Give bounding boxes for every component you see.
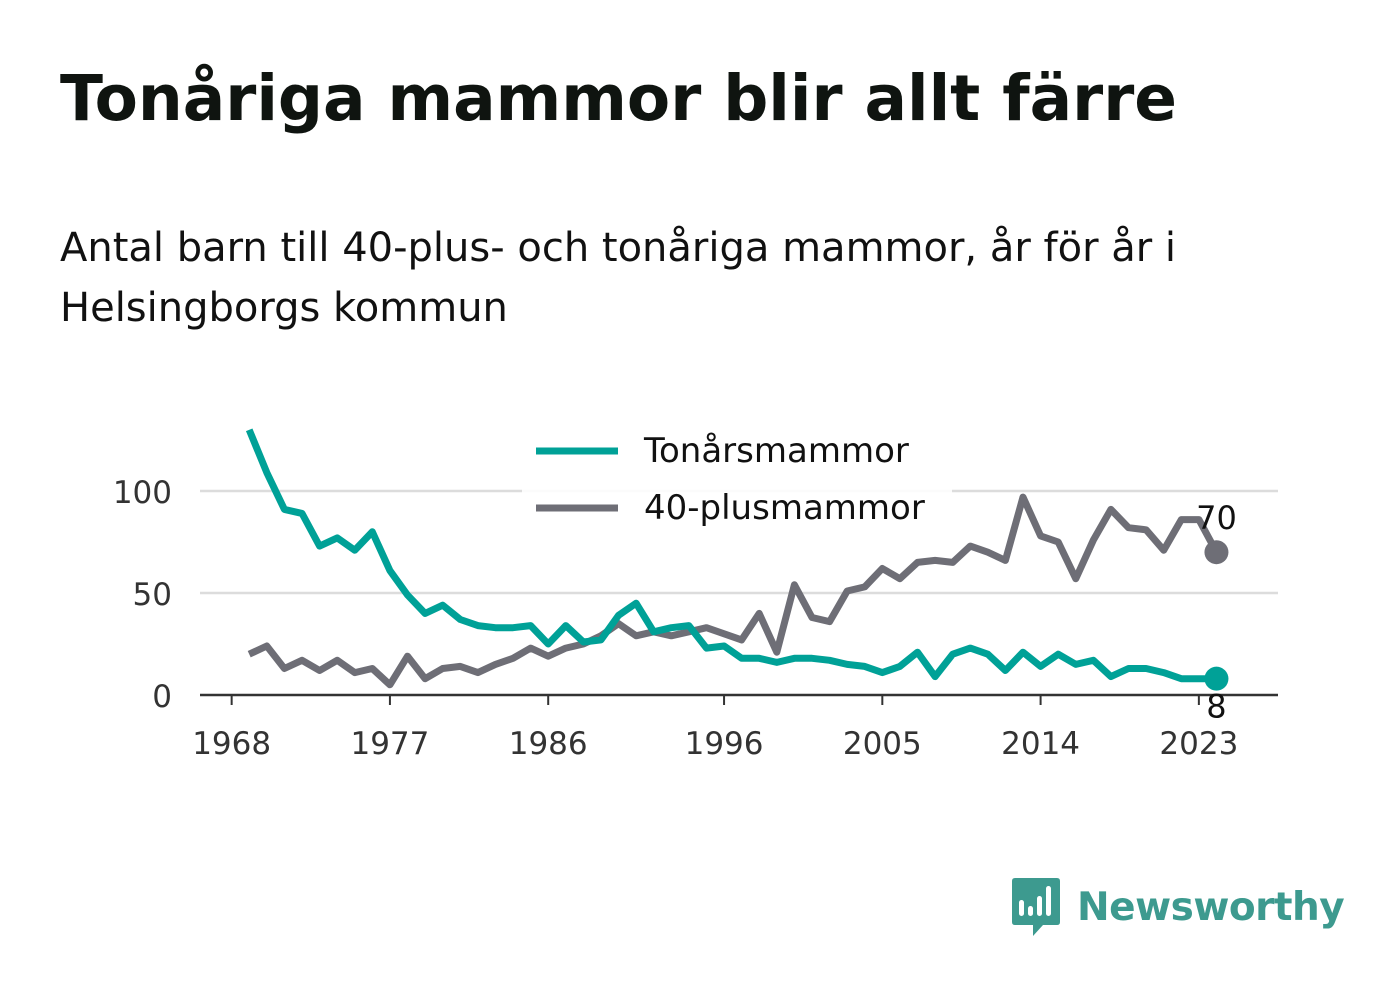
y-tick-label: 50: [133, 577, 172, 613]
x-tick-label: 1986: [509, 726, 588, 762]
y-tick-label: 0: [152, 679, 172, 715]
chart-title: Tonåriga mammor blir allt färre: [60, 62, 1178, 135]
x-tick-label: 2023: [1159, 726, 1238, 762]
series-line: [245, 428, 1217, 683]
brand-logo[interactable]: Newsworthy: [1011, 876, 1345, 938]
x-tick-label: 1968: [192, 726, 271, 762]
legend-label: 40-plusmammor: [644, 488, 925, 528]
x-tick-label: 1977: [350, 726, 429, 762]
legend: Tonårsmammor 40-plusmammor: [522, 424, 952, 540]
series-line: [247, 493, 1220, 689]
x-tick-label: 2005: [843, 726, 922, 762]
brand-name: Newsworthy: [1077, 884, 1345, 930]
data-label: 70: [1196, 499, 1237, 537]
y-tick-label: 100: [113, 475, 172, 511]
legend-background: [522, 424, 952, 540]
series-end-point: [1204, 666, 1229, 691]
legend-label: Tonårsmammor: [643, 431, 909, 471]
chart-subtitle: Antal barn till 40-plus- och tonåriga ma…: [60, 225, 1177, 331]
newsworthy-logo-icon: [1012, 878, 1060, 936]
series-end-point: [1204, 540, 1229, 565]
x-tick-label: 2014: [1001, 726, 1080, 762]
x-tick-label: 1996: [685, 726, 764, 762]
data-label: 8: [1206, 688, 1226, 726]
